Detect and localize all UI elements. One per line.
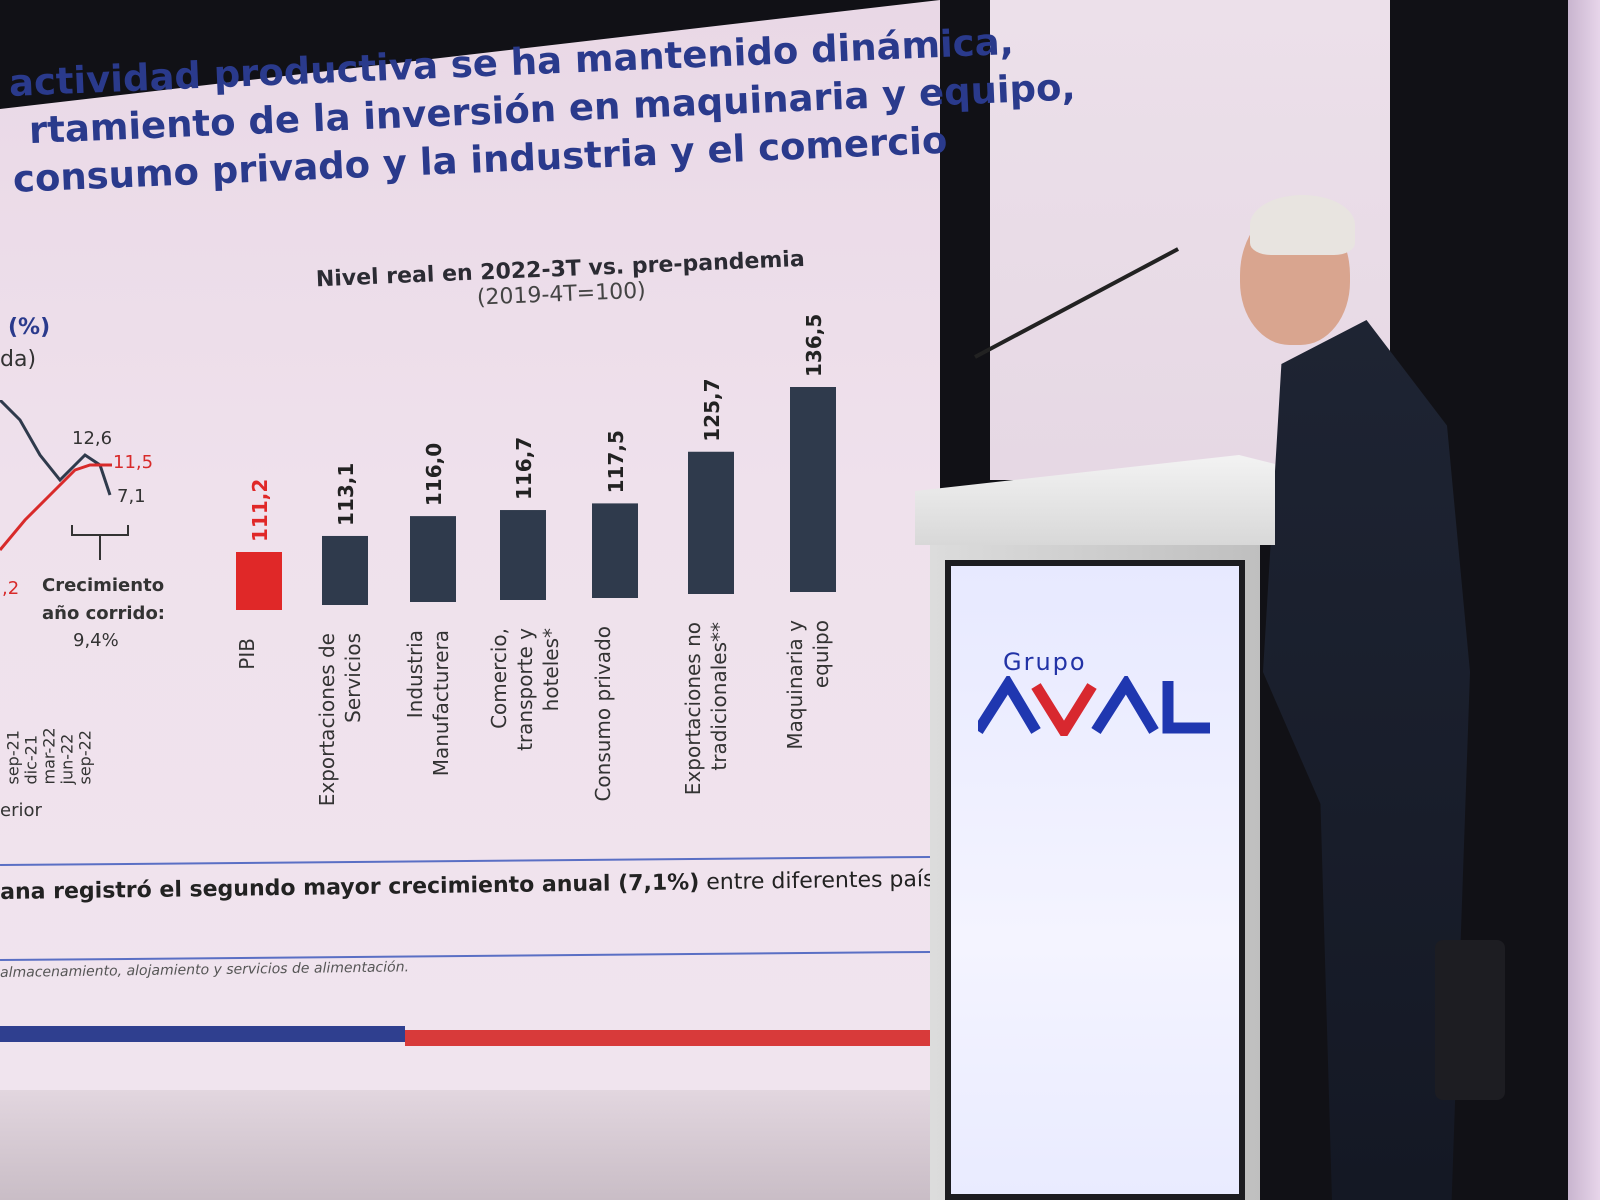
left-data-label: 7,1 [117,486,146,507]
left-data-label: ,2 [2,578,20,599]
bar-value-label: 113,1 [334,463,358,526]
bar [592,503,638,598]
bar-value-label: 125,7 [700,378,724,441]
category-label: equipo [809,620,833,688]
bar [410,516,456,602]
category-label: hoteles* [539,628,563,711]
bar [790,387,836,592]
bar [322,535,368,605]
bar [236,552,282,610]
bar-chart: 111,2 PIB 113,1 Exportaciones de Servicios 11… [235,314,836,806]
speaker-hair [1250,195,1355,255]
left-x-caption: erior [0,800,42,821]
growth-label: año corrido: [42,603,166,624]
brand-grupo-text: Grupo [1003,648,1087,676]
footnote-suffix: entre diferentes países que han [706,867,931,896]
footer-band-blue [0,1026,405,1042]
left-line-chart-fragment [0,400,129,560]
category-label: Exportaciones de [315,633,339,806]
category-label: transporte y [513,628,537,751]
stage-floor [0,1090,940,1200]
left-data-label: 12,6 [72,428,113,449]
bar-value-label: 136,5 [802,314,826,377]
category-label: PIB [235,638,259,670]
left-unit-label-2: da) [0,347,37,372]
side-led-strip [1568,0,1600,1200]
category-label: Comercio, [487,628,511,729]
bar-value-label: 117,5 [604,430,628,493]
aval-logo [978,676,1210,736]
category-label: Industria [403,630,427,718]
bar-value-label: 111,2 [248,479,272,542]
growth-label: Crecimiento [42,575,165,596]
bar-value-label: 116,0 [422,443,446,506]
bracket-mark [71,525,129,560]
category-label: Exportaciones no [681,622,705,795]
left-unit-label: (%) [8,315,51,340]
bar-value-label: 116,7 [512,437,536,500]
bar [688,451,734,594]
stage-light [1435,940,1505,1100]
category-label: tradicionales** [707,622,731,771]
bar [500,510,546,600]
growth-value: 9,4% [73,630,119,651]
category-label: Consumo privado [591,626,615,802]
category-label: Maquinaria y [783,620,807,750]
footnote-value: (7,1%) [617,870,700,897]
podium-screen [945,560,1245,1200]
left-data-label: 11,5 [113,452,154,473]
footer-band-red [405,1030,940,1046]
projection-screen [0,0,940,1090]
category-label: Manufacturera [429,630,453,776]
category-label: Servicios [341,633,365,723]
line-series-red [0,463,112,551]
